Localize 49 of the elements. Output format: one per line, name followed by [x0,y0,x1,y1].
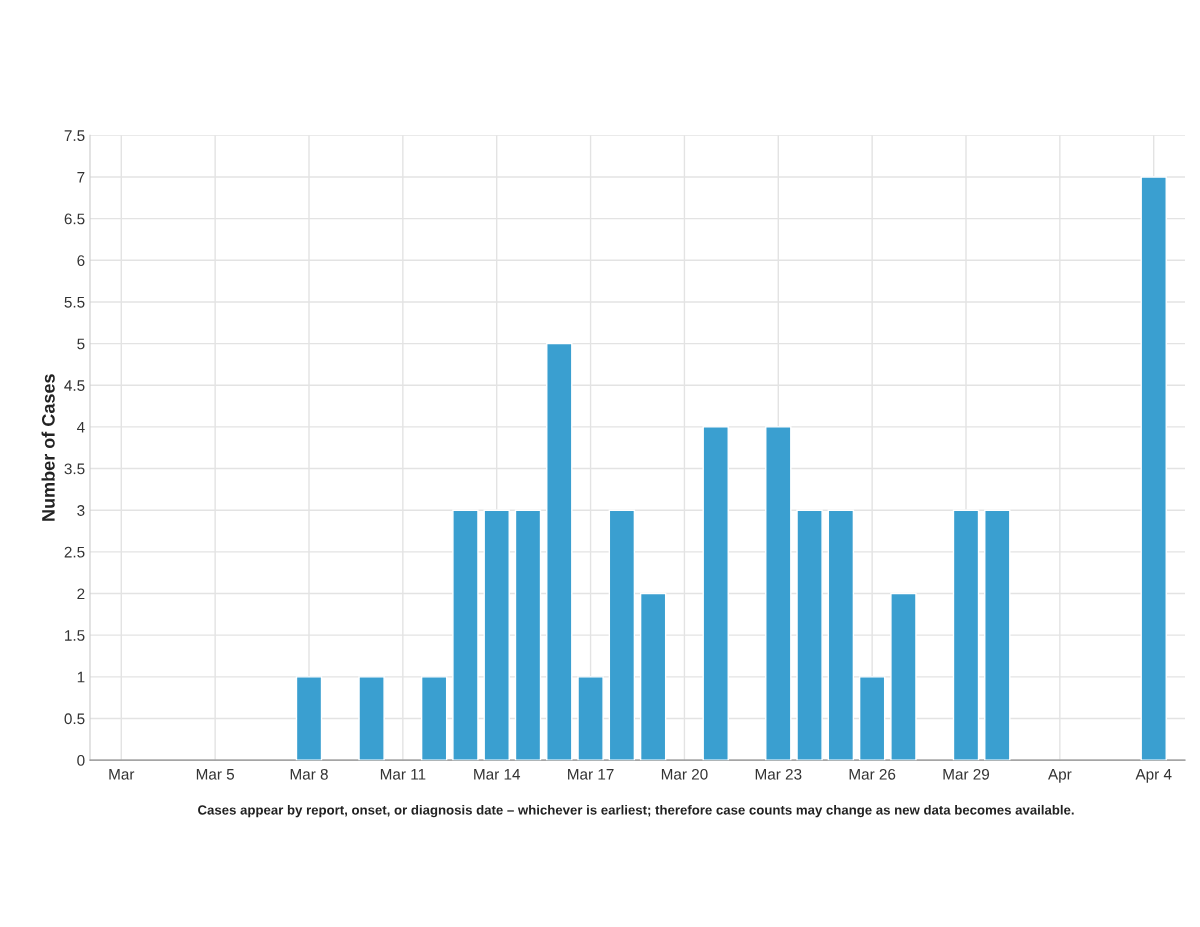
x-tick-label: Mar [109,769,135,780]
bar [1140,176,1167,761]
y-tick-label: 5 [77,338,85,350]
x-tick-label: Mar 8 [290,768,328,780]
y-tick-label: 6.5 [64,213,85,225]
bar [514,509,542,761]
bar [796,509,823,761]
y-tick-label: 1.5 [65,630,85,641]
y-tick-label: 1 [77,671,85,683]
bar [827,509,855,761]
y-tick-label: 6 [77,255,85,266]
y-tick-label: 3 [77,505,85,516]
x-tick-label: Mar 14 [474,769,521,780]
y-tick-label: 4.5 [64,380,85,391]
x-tick-label: Apr 4 [1135,769,1172,783]
y-tick-label: 2.5 [64,546,85,558]
bar [452,509,479,761]
y-tick-label: 4 [76,421,85,433]
bar [546,342,573,761]
y-tick-label: 7.5 [64,130,85,142]
x-tick-label: Mar 26 [849,768,896,780]
y-axis-title: Number of Cases [41,374,55,521]
y-tick-label: 5.5 [64,296,85,308]
x-tick-label: Apr [1048,769,1072,783]
bar [984,509,1011,761]
y-tick-label: 0 [77,755,85,766]
bar [608,509,636,761]
y-tick-label: 0.5 [64,713,85,725]
bar [702,426,729,761]
bar [483,509,510,761]
y-tick-label: 3.5 [64,463,85,475]
bar [420,676,448,761]
x-tick-label: Mar 17 [568,769,614,780]
bar [295,676,323,761]
x-tick-label: Mar 29 [943,768,990,780]
x-tick-label: Mar 20 [661,768,708,780]
x-tick-label: Mar 23 [755,768,802,780]
bar [890,592,917,761]
bar [577,676,604,761]
x-tick-label: Mar 11 [380,769,426,780]
y-tick-label: 7 [77,172,85,183]
x-tick-label: Mar 5 [196,769,235,780]
bar [858,676,886,761]
bar [639,592,667,761]
bar [952,509,980,761]
bar [358,676,385,761]
y-tick-label: 2 [77,588,85,600]
bar [765,426,792,761]
text: Cases appear by report, onset, or diagnosis date – whichever is earliest; therefore case counts may change as new data becomes available. [198,804,1074,818]
